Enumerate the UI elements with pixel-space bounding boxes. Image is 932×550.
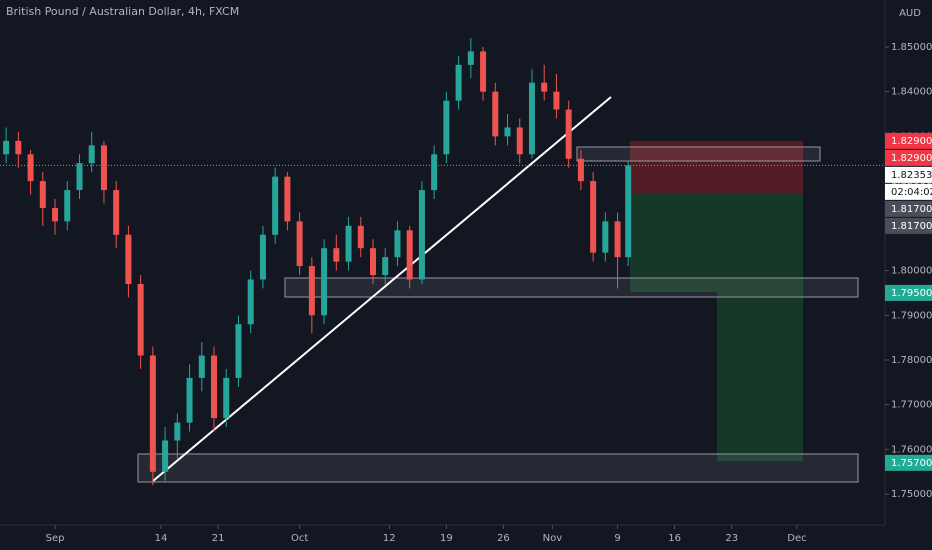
price-label-bg <box>885 284 932 301</box>
candle-body <box>259 234 266 280</box>
candle-body <box>333 248 340 262</box>
y-tick-label: 1.79000 <box>891 310 932 321</box>
price-label-bg <box>885 166 932 183</box>
price-label-bg <box>885 149 932 166</box>
candle-body <box>27 154 34 182</box>
candle-body <box>345 225 352 262</box>
candle-body <box>602 221 609 253</box>
x-tick-label: 9 <box>614 533 620 544</box>
candle-body <box>541 82 548 92</box>
candle-body <box>125 234 132 284</box>
chart-title: British Pound / Australian Dollar, 4h, F… <box>6 5 239 18</box>
candle-body <box>467 51 474 65</box>
candle-body <box>577 158 584 182</box>
candle-body <box>492 91 499 137</box>
candle-body <box>565 109 572 159</box>
candle-body <box>625 165 632 258</box>
price-label-bg <box>885 217 932 234</box>
candle-body <box>516 127 523 155</box>
y-tick-label: 1.75000 <box>891 489 932 500</box>
price-label: 1.81700 <box>891 221 932 232</box>
price-label: 1.82353 <box>891 170 932 181</box>
candle-body <box>284 176 291 222</box>
candle-body <box>406 230 413 280</box>
candle-body <box>149 355 156 472</box>
x-tick-label: Dec <box>787 533 806 544</box>
candle-body <box>553 91 560 110</box>
target-zone <box>717 194 803 461</box>
x-tick-label: 23 <box>725 533 738 544</box>
x-tick-label: Sep <box>46 533 65 544</box>
candle-body <box>272 176 279 235</box>
x-tick-label: 12 <box>383 533 396 544</box>
price-label-bg <box>885 132 932 149</box>
candle-body <box>590 181 597 253</box>
candle-body <box>137 283 144 356</box>
x-tick-label: 21 <box>212 533 225 544</box>
x-tick-label: Nov <box>543 533 563 544</box>
candle-body <box>174 422 181 441</box>
resistance-box <box>576 146 821 162</box>
y-tick-label: 1.85000 <box>891 42 932 53</box>
candle-body <box>52 207 59 222</box>
candle-body <box>223 377 230 419</box>
target-zone <box>630 194 717 292</box>
y-tick-label: 1.84000 <box>891 87 932 98</box>
y-tick-label: 1.76000 <box>891 444 932 455</box>
candle-body <box>162 440 169 472</box>
candle-body <box>15 140 22 155</box>
support-box <box>137 453 859 483</box>
price-label: 1.75700 <box>891 458 932 469</box>
y-tick-label: 1.80000 <box>891 266 932 277</box>
support-box <box>284 277 859 298</box>
price-label: 1.82900 <box>891 136 932 147</box>
candle-body <box>394 230 401 258</box>
candle-body <box>369 248 376 276</box>
candle-body <box>528 82 535 155</box>
candle-body <box>211 355 218 419</box>
candle-body <box>480 51 487 92</box>
candle-body <box>235 324 242 378</box>
candle-body <box>455 64 462 101</box>
price-label: 1.79500 <box>891 288 932 299</box>
countdown-bg <box>885 183 932 200</box>
price-label: 1.81700 <box>891 204 932 215</box>
countdown: 02:04:02 <box>891 187 932 198</box>
candle-body <box>3 140 10 155</box>
candle-body <box>247 279 254 325</box>
x-tick-label: Oct <box>291 533 308 544</box>
x-tick-label: 14 <box>155 533 168 544</box>
currency-label: AUD <box>899 8 921 19</box>
x-tick-label: 16 <box>668 533 681 544</box>
candle-body <box>418 190 425 280</box>
trend-line <box>152 96 612 482</box>
candle-body <box>76 163 83 191</box>
candle-body <box>308 266 315 316</box>
price-label-bg <box>885 454 932 471</box>
stop-zone <box>630 141 803 194</box>
x-tick-label: 19 <box>440 533 453 544</box>
candle-body <box>443 100 450 155</box>
price-label: 1.82900 <box>891 153 932 164</box>
price-label-bg <box>885 200 932 217</box>
candle-body <box>186 377 193 423</box>
x-tick-label: 26 <box>497 533 510 544</box>
candle-body <box>296 221 303 267</box>
candle-body <box>321 248 328 316</box>
y-tick-label: 1.77000 <box>891 400 932 411</box>
candle-body <box>614 221 621 258</box>
candle-body <box>100 145 107 191</box>
candle-body <box>113 190 120 235</box>
candle-body <box>431 154 438 191</box>
candle-body <box>39 181 46 208</box>
y-tick-label: 1.78000 <box>891 355 932 366</box>
candle-body <box>382 257 389 276</box>
candle-body <box>357 225 364 249</box>
candle-body <box>64 190 71 222</box>
candle-body <box>504 127 511 137</box>
candle-body <box>198 355 205 378</box>
candle-body <box>88 145 95 164</box>
